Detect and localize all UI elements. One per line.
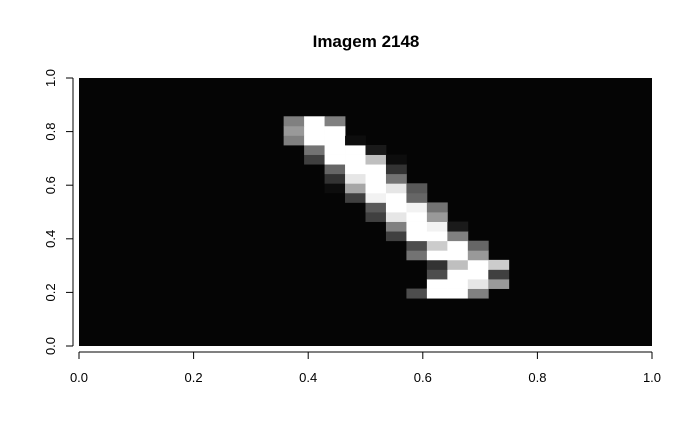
- heatmap-cell: [488, 269, 510, 280]
- heatmap-cell: [345, 154, 366, 165]
- heatmap-cell: [365, 145, 387, 155]
- heatmap-cell: [406, 202, 428, 213]
- heatmap-cell: [426, 269, 448, 280]
- heatmap-cell: [345, 164, 366, 175]
- heatmap-cell: [447, 259, 469, 270]
- heatmap-cell: [385, 221, 407, 232]
- heatmap-cell: [324, 183, 346, 194]
- heatmap-cell: [488, 259, 510, 270]
- x-tick-label: 0.2: [185, 370, 203, 385]
- heatmap-cell: [447, 240, 469, 251]
- heatmap-cell: [365, 173, 387, 184]
- heatmap-cell: [467, 279, 489, 289]
- x-tick-label: 0.8: [528, 370, 546, 385]
- heatmap-cell: [304, 154, 325, 165]
- heatmap-cell: [365, 212, 387, 222]
- heatmap-cell: [304, 116, 325, 127]
- heatmap-cell: [365, 202, 387, 213]
- heatmap-cell: [447, 288, 469, 299]
- heatmap-cell: [365, 192, 387, 203]
- heatmap-cell: [488, 279, 510, 289]
- heatmap-cell: [426, 288, 448, 299]
- heatmap-cell: [426, 240, 448, 251]
- heatmap-cell: [467, 288, 489, 299]
- heatmap-cell: [385, 231, 407, 242]
- x-tick-label: 0.6: [414, 370, 432, 385]
- heatmap-cell: [447, 250, 469, 261]
- y-tick-label: 0.2: [43, 283, 58, 301]
- heatmap-cell: [385, 183, 407, 194]
- y-tick-label: 1.0: [43, 69, 58, 87]
- heatmap-cell: [467, 240, 489, 251]
- heatmap-cell: [467, 250, 489, 261]
- heatmap-cell: [447, 279, 469, 289]
- heatmap-cell: [345, 135, 366, 146]
- heatmap-cell: [467, 259, 489, 270]
- heatmap-cell: [426, 231, 448, 242]
- y-tick-label: 0.6: [43, 176, 58, 194]
- heatmap-cell: [304, 125, 325, 136]
- heatmap-cell: [345, 173, 366, 184]
- heatmap-cell: [385, 192, 407, 203]
- heatmap-cell: [365, 183, 387, 194]
- heatmap-cell: [385, 173, 407, 184]
- heatmap-cell: [345, 183, 366, 194]
- heatmap-cell: [426, 279, 448, 289]
- heatmap-cell: [406, 288, 428, 299]
- heatmap-cell: [406, 192, 428, 203]
- heatmap-cell: [426, 250, 448, 261]
- heatmap-cell: [426, 221, 448, 232]
- x-tick-label: 0.0: [70, 370, 88, 385]
- heatmap-cell: [283, 116, 305, 127]
- y-tick-label: 0.8: [43, 123, 58, 141]
- heatmap-cell: [406, 221, 428, 232]
- heatmap-cell: [385, 154, 407, 165]
- x-tick-label: 0.4: [299, 370, 317, 385]
- y-tick-label: 0.4: [43, 230, 58, 248]
- heatmap-cell: [324, 173, 346, 184]
- heatmap-cell: [283, 125, 305, 136]
- heatmap-cell: [426, 259, 448, 270]
- heatmap-cell: [345, 145, 366, 155]
- heatmap-cell: [426, 202, 448, 213]
- heatmap-cell: [304, 145, 325, 155]
- plot-area: [79, 78, 652, 346]
- heatmap-cell: [365, 164, 387, 175]
- y-tick-label: 0.0: [43, 337, 58, 355]
- x-tick-label: 1.0: [643, 370, 661, 385]
- heatmap-cell: [324, 154, 346, 165]
- heatmap-cell: [324, 135, 346, 146]
- heatmap-cell: [385, 202, 407, 213]
- heatmap-cell: [385, 212, 407, 222]
- heatmap-cell: [426, 212, 448, 222]
- heatmap-cell: [447, 231, 469, 242]
- y-axis: 0.0 0.2 0.4 0.6 0.8 1.0: [43, 69, 74, 355]
- chart-title: Imagem 2148: [313, 32, 420, 51]
- heatmap-cell: [406, 240, 428, 251]
- heatmap-cell: [365, 154, 387, 165]
- heatmap-cell: [324, 164, 346, 175]
- heatmap-cell: [283, 135, 305, 146]
- heatmap-cell: [385, 164, 407, 175]
- heatmap-cell: [324, 116, 346, 127]
- heatmap-cell: [447, 269, 469, 280]
- heatmap-cell: [324, 145, 346, 155]
- heatmap-cell: [324, 125, 346, 136]
- heatmap-cell: [406, 231, 428, 242]
- heatmap-cell: [406, 212, 428, 222]
- heatmap-cell: [406, 250, 428, 261]
- heatmap-cell: [304, 135, 325, 146]
- heatmap-cell: [447, 221, 469, 232]
- x-axis: 0.0 0.2 0.4 0.6 0.8 1.0: [70, 351, 661, 385]
- heatmap-cell: [467, 269, 489, 280]
- heatmap-cell: [345, 192, 366, 203]
- heatmap-cell: [406, 183, 428, 194]
